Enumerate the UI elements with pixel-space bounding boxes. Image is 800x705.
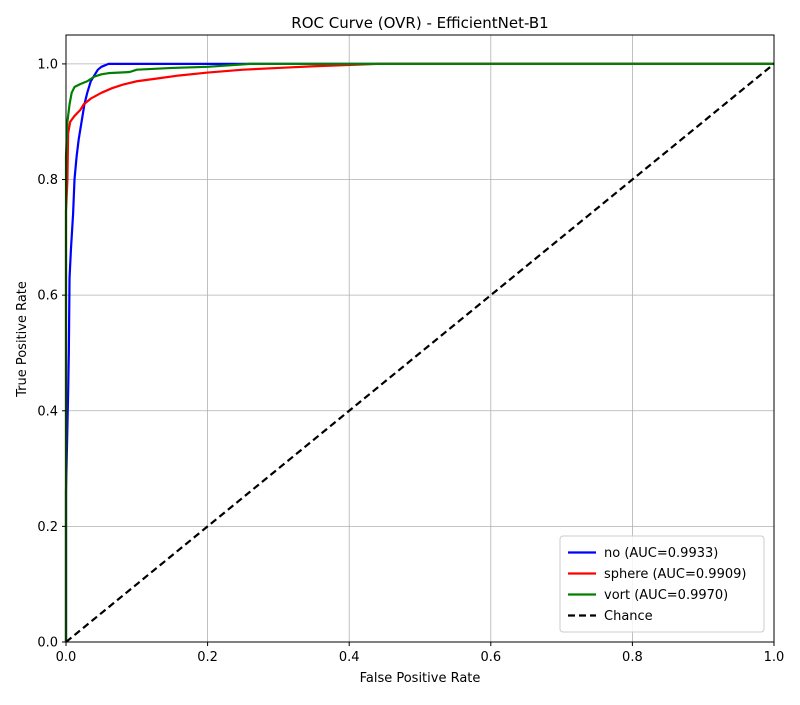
y-tick-label: 0.0 xyxy=(37,636,58,651)
legend-label-3: Chance xyxy=(604,609,653,624)
x-tick-label: 0.4 xyxy=(339,650,360,665)
x-tick-label: 0.0 xyxy=(56,650,77,665)
x-tick-label: 0.8 xyxy=(622,650,643,665)
x-tick-label: 0.2 xyxy=(197,650,218,665)
y-axis-title: True Positive Rate xyxy=(15,281,30,398)
legend-box xyxy=(559,535,765,633)
x-tick-label: 1.0 xyxy=(764,650,785,665)
legend-label-0: no (AUC=0.9933) xyxy=(604,546,718,561)
y-tick-label: 1.0 xyxy=(37,57,58,72)
series-line-3 xyxy=(65,63,775,643)
series-line-2 xyxy=(64,62,774,642)
y-tick-label: 0.2 xyxy=(37,520,58,535)
series-line-0 xyxy=(64,62,774,642)
legend-label-2: vort (AUC=0.9970) xyxy=(604,588,728,603)
legend: no (AUC=0.9933) sphere (AUC=0.9909) vort (… xyxy=(559,535,765,633)
x-tick-label: 0.6 xyxy=(480,650,501,665)
y-tick-label: 0.4 xyxy=(37,404,58,419)
y-tick-label: 0.6 xyxy=(37,289,58,304)
series-line-1 xyxy=(64,62,774,642)
legend-label-1: sphere (AUC=0.9909) xyxy=(604,567,746,582)
axis-ticks: 0.0 0.2 0.4 0.6 0.8 1.0 0.0 0.2 0.4 0.6 0.8 1.0 xyxy=(37,57,784,665)
y-tick-label: 0.8 xyxy=(37,173,58,188)
chart-title: ROC Curve (OVR) - EfficientNet-B1 xyxy=(291,14,548,32)
series-lines xyxy=(64,62,775,643)
plot-frame xyxy=(65,34,775,643)
x-axis-title: False Positive Rate xyxy=(360,671,481,686)
